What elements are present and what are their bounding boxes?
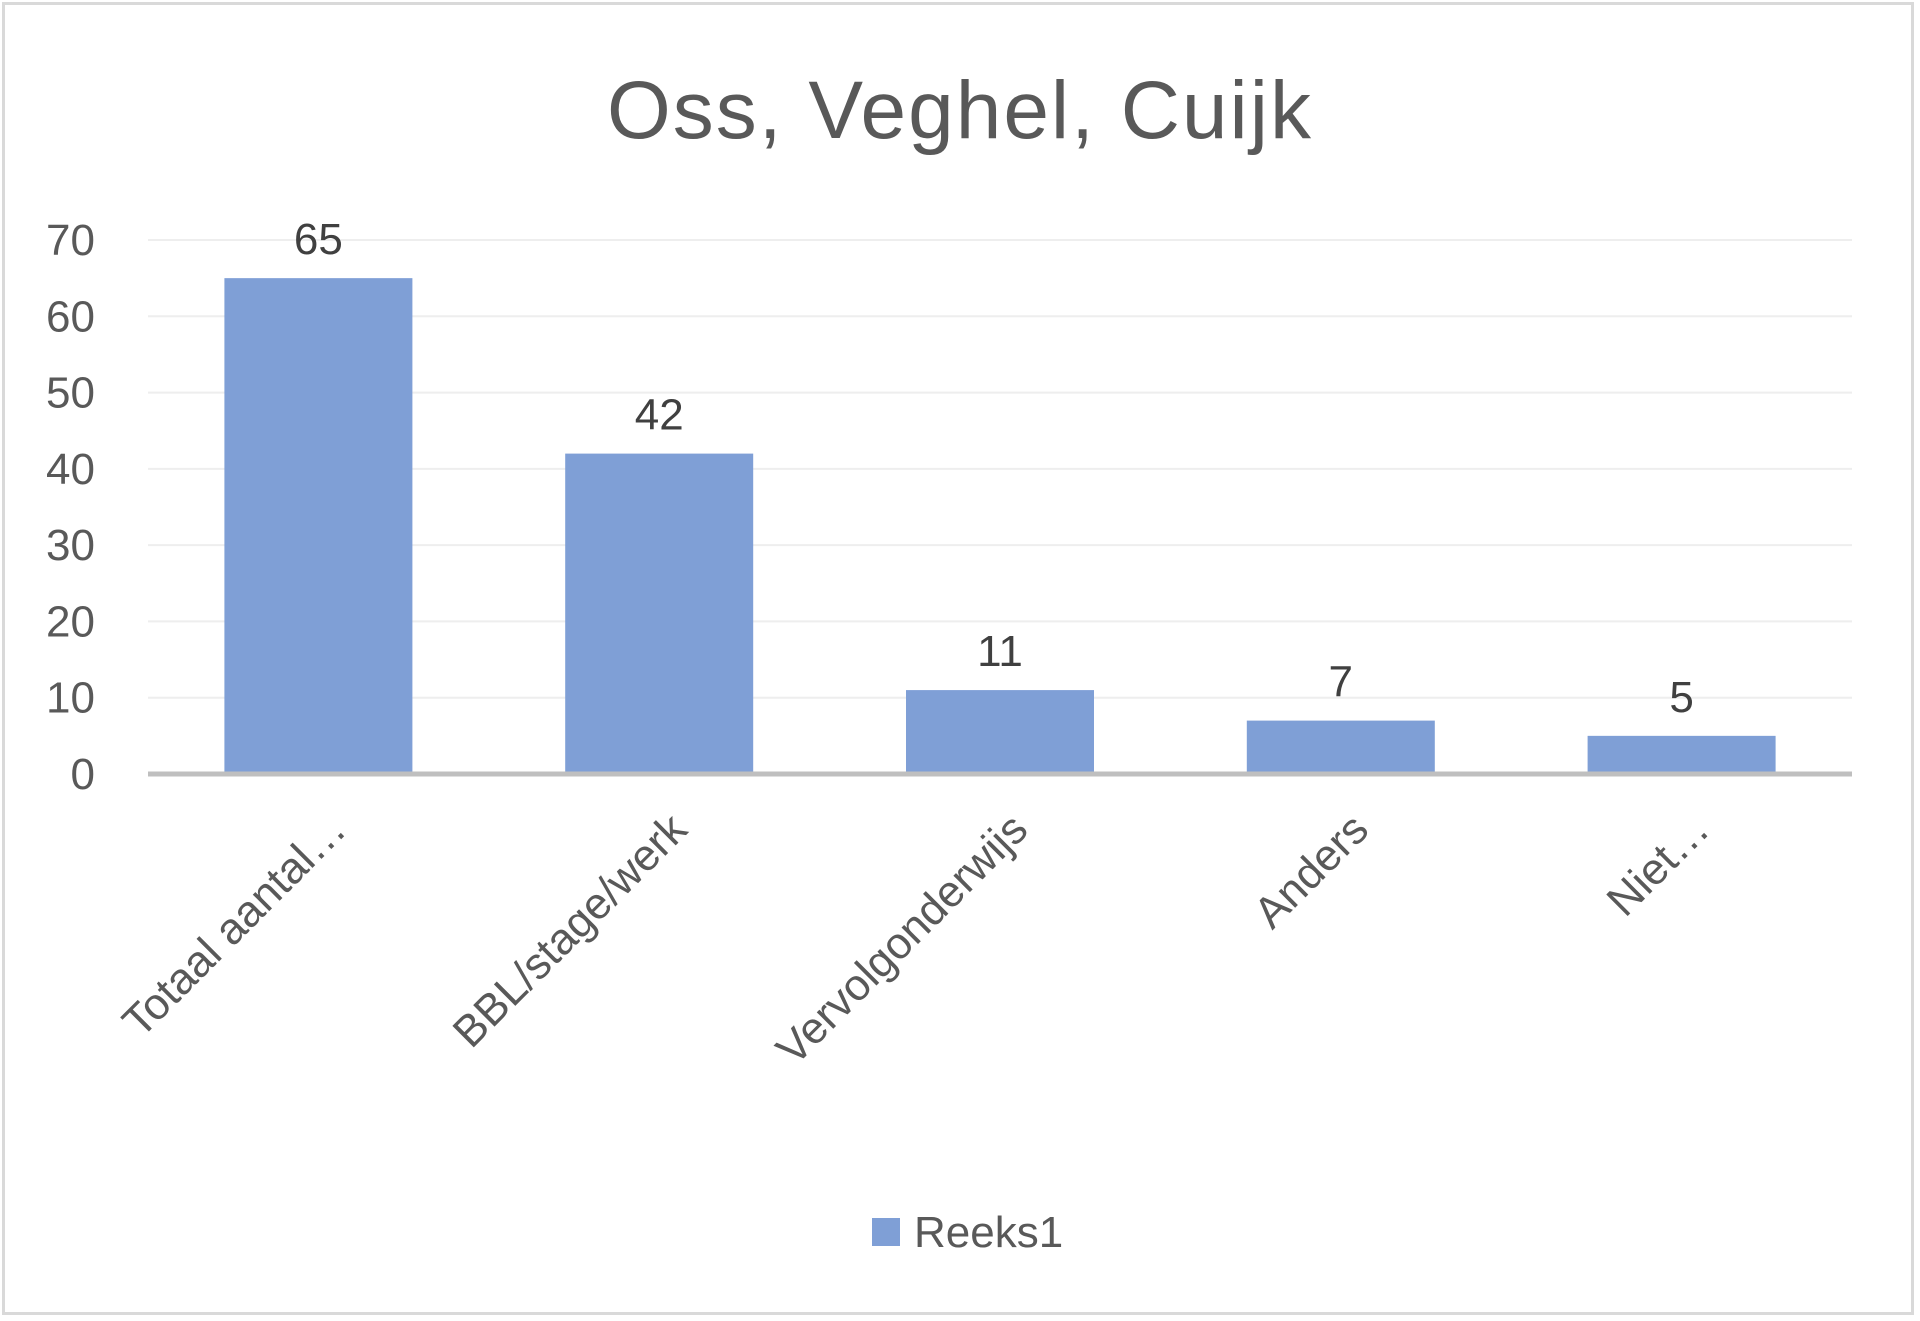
y-tick-label: 60 — [46, 292, 95, 341]
y-tick-label: 10 — [46, 674, 95, 723]
y-tick-label: 50 — [46, 369, 95, 418]
y-axis-ticks: 0 10 20 30 40 50 60 70 — [46, 216, 95, 799]
x-tick-label-3: Anders — [1245, 804, 1378, 937]
y-tick-label: 20 — [46, 597, 95, 646]
gridlines — [148, 239, 1852, 699]
y-tick-label: 70 — [46, 216, 95, 265]
data-label-4: 5 — [1669, 673, 1693, 722]
bar-0 — [224, 278, 413, 774]
legend-swatch-reeks1 — [872, 1218, 900, 1246]
bars — [224, 278, 1776, 774]
data-label-1: 42 — [635, 391, 684, 440]
y-tick-label: 40 — [46, 445, 95, 494]
chart-title: Oss, Veghel, Cuijk — [607, 65, 1313, 156]
y-tick-label: 30 — [46, 521, 95, 570]
legend: Reeks1 — [872, 1208, 1063, 1257]
legend-label-reeks1: Reeks1 — [914, 1208, 1063, 1257]
x-tick-label-4: Niet… — [1598, 804, 1719, 925]
x-tick-label-1: BBL/stage/werk — [444, 804, 697, 1057]
x-tick-label-0: Totaal aantal… — [113, 804, 355, 1046]
bar-2 — [906, 690, 1094, 774]
y-tick-label: 0 — [71, 750, 95, 799]
data-label-3: 7 — [1329, 658, 1353, 707]
x-axis-ticks: Totaal aantal… BBL/stage/werk Vervolgonder… — [113, 804, 1718, 1075]
x-tick-label-2: Vervolgonderwijs — [767, 804, 1037, 1074]
bar-3 — [1246, 720, 1435, 774]
data-label-2: 11 — [977, 627, 1023, 676]
data-labels: 65 42 11 7 5 — [294, 215, 1694, 722]
bar-4 — [1587, 735, 1776, 774]
data-label-0: 65 — [294, 215, 343, 264]
bar-1 — [565, 453, 754, 774]
